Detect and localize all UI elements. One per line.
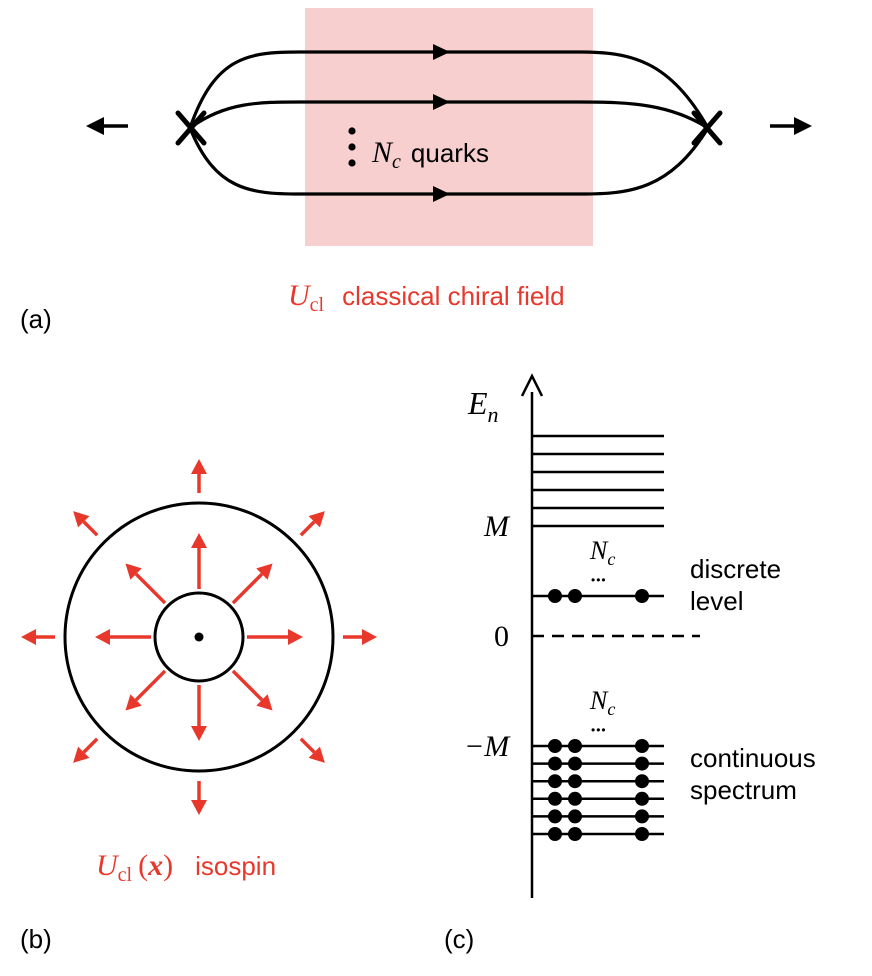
nc-quarks-label: Nc quarks	[371, 136, 489, 173]
occupied-state-dot	[568, 756, 582, 771]
quark-arrowhead-bottom	[433, 186, 450, 202]
occupied-state-dot	[548, 827, 562, 841]
panel-b-label: (b)	[20, 924, 52, 954]
panel-c-label: (c)	[444, 924, 474, 954]
isospin-arrow	[125, 669, 167, 711]
occupied-state-dot	[635, 791, 649, 806]
panel-b: Ucl (x) isospin (b)	[20, 459, 377, 954]
chiral-field-region	[305, 8, 593, 246]
isospin-arrow	[231, 563, 273, 605]
occupied-state-dot	[635, 827, 649, 841]
tick-label-minus-M: −M	[464, 730, 511, 763]
occupied-state-dot	[635, 756, 649, 771]
occupied-state-dot	[548, 756, 562, 771]
panel-a: Nc quarks Ucl classical chiral field (a)	[20, 8, 812, 334]
occupied-state-dot	[635, 809, 649, 824]
panel-a-label: (a)	[20, 304, 52, 334]
outer-circle	[63, 501, 335, 773]
isospin-arrow	[191, 459, 207, 493]
discrete-level-caption: discrete level	[690, 554, 788, 616]
isospin-arrow	[299, 511, 325, 537]
occupied-state-dot	[568, 589, 582, 603]
continuum-caption: continuous spectrum	[690, 743, 823, 805]
occupied-state-dot	[548, 774, 562, 789]
quark-arrowhead-middle	[433, 94, 450, 110]
occupied-state-dot	[635, 774, 649, 789]
quark-ellipsis-dots	[348, 127, 356, 167]
isospin-arrow	[191, 685, 207, 741]
discrete-level-electrons	[548, 589, 649, 603]
isospin-arrow	[73, 737, 99, 763]
occupied-state-dot	[568, 739, 582, 753]
energy-axis-label: En	[467, 385, 499, 427]
field-label: Ucl classical chiral field	[288, 279, 565, 316]
vertex-right-cross	[691, 110, 723, 146]
upper-continuum-levels	[532, 434, 664, 528]
quark-arrowhead-top	[433, 44, 450, 60]
continuum-dots: •••	[591, 723, 607, 737]
panel-c: En M 0 −M Nc ••• discrete level	[444, 373, 823, 954]
discrete-dots: •••	[591, 573, 607, 587]
right-outgoing-arrow	[770, 117, 812, 135]
energy-axis-arrowhead	[520, 373, 544, 397]
hedgehog-field-label: Ucl (x) isospin	[96, 849, 276, 886]
vertex-left-cross	[175, 110, 207, 146]
tick-label-M: M	[483, 510, 511, 543]
inner-circle	[153, 591, 245, 683]
occupied-state-dot	[568, 827, 582, 841]
occupied-state-dot	[548, 791, 562, 806]
isospin-arrow	[231, 669, 273, 711]
occupied-state-dot	[568, 791, 582, 806]
occupied-state-dot	[548, 809, 562, 824]
center-dot	[194, 632, 204, 642]
hedgehog-arrows	[21, 459, 377, 815]
occupied-state-dot	[568, 809, 582, 824]
quark-line-middle	[189, 100, 709, 130]
isospin-arrow	[247, 629, 303, 645]
occupied-state-dot	[568, 774, 582, 789]
isospin-arrow	[95, 629, 151, 645]
isospin-arrow	[21, 629, 55, 645]
isospin-arrow	[191, 781, 207, 815]
lower-continuum-levels	[532, 739, 664, 841]
isospin-arrow	[125, 563, 167, 605]
occupied-state-dot	[548, 739, 562, 753]
tick-label-zero: 0	[494, 620, 509, 653]
isospin-arrow	[73, 511, 99, 537]
continuum-nc-label: Nc	[589, 686, 615, 719]
isospin-arrow	[191, 533, 207, 589]
occupied-state-dot	[548, 589, 562, 603]
isospin-arrow	[343, 629, 377, 645]
isospin-arrow	[299, 737, 325, 763]
occupied-state-dot	[635, 589, 649, 603]
discrete-nc-label: Nc	[589, 536, 615, 569]
occupied-state-dot	[635, 739, 649, 753]
left-outgoing-arrow	[86, 117, 128, 135]
